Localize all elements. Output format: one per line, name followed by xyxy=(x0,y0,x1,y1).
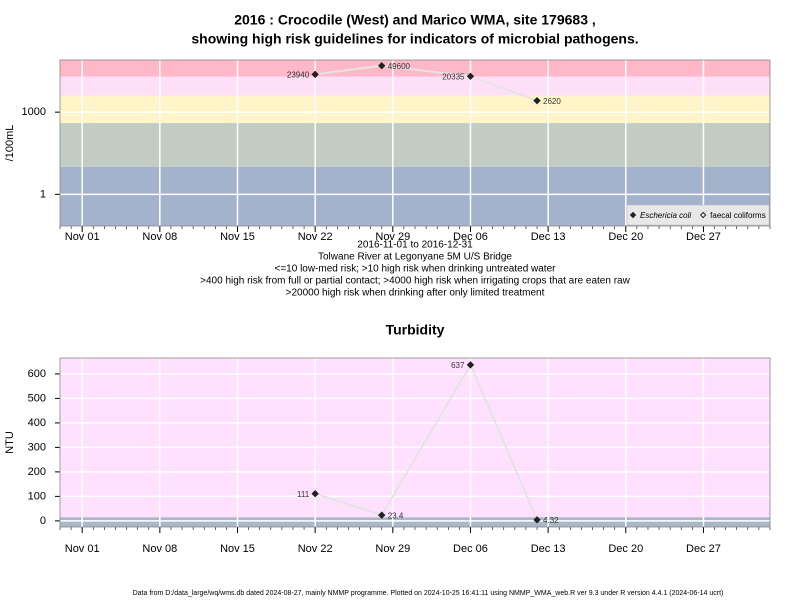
y-tick-label: 1000 xyxy=(22,106,46,118)
x-tick-label: Nov 22 xyxy=(298,231,333,243)
x-tick-label: Nov 29 xyxy=(375,231,410,243)
risk-band xyxy=(60,358,770,518)
risk-band xyxy=(60,123,770,167)
legend-marker xyxy=(629,211,637,219)
legend-label: Eschericia coli xyxy=(640,211,691,220)
data-point xyxy=(533,516,541,524)
x-tick-label: Dec 20 xyxy=(608,231,643,243)
data-point xyxy=(466,72,475,81)
note: <=10 low-med risk; >10 high risk when dr… xyxy=(275,264,557,275)
y-tick-label: 300 xyxy=(28,441,46,453)
y-tick-label: 1 xyxy=(40,188,46,200)
note: Tolwane River at Legonyane 5M U/S Bridge xyxy=(318,252,512,263)
data-point xyxy=(533,96,541,105)
value-label: 111 xyxy=(297,490,310,499)
x-tick-label: Nov 15 xyxy=(220,231,255,243)
series-line xyxy=(314,362,538,521)
x-tick-label: Dec 13 xyxy=(531,231,566,243)
note: >20000 high risk when drinking after onl… xyxy=(286,288,545,299)
y-tick-label: 500 xyxy=(28,392,46,404)
risk-band xyxy=(60,60,770,77)
y-tick-label: 100 xyxy=(28,490,46,502)
data-point xyxy=(378,511,386,519)
data-point xyxy=(466,361,475,369)
value-label: 23940 xyxy=(287,70,310,79)
x-tick-label: Dec 13 xyxy=(531,543,566,555)
note: 2016-11-01 to 2016-12-31 xyxy=(357,240,473,251)
x-tick-label: Nov 01 xyxy=(65,543,100,555)
legend-box xyxy=(626,204,770,226)
value-label: 23.4 xyxy=(388,511,404,520)
x-tick-label: Dec 06 xyxy=(453,543,488,555)
value-label: 49600 xyxy=(388,62,411,71)
x-tick-label: Nov 08 xyxy=(142,231,177,243)
chart-title: Turbidity xyxy=(386,322,445,338)
y-tick-label: 0 xyxy=(40,515,46,527)
x-tick-label: Dec 27 xyxy=(686,543,721,555)
x-tick-label: Nov 08 xyxy=(142,543,177,555)
plot-frame xyxy=(59,59,771,227)
value-label: 4.32 xyxy=(543,516,559,525)
legend-label: faecal coliforms xyxy=(710,211,766,220)
risk-band xyxy=(60,517,770,527)
x-tick-label: Nov 01 xyxy=(65,231,100,243)
value-label: 2620 xyxy=(543,97,561,106)
value-label: 637 xyxy=(451,361,465,370)
data-point xyxy=(311,489,319,498)
note: >400 high risk from full or partial cont… xyxy=(200,276,630,287)
x-tick-label: Nov 15 xyxy=(220,543,255,555)
y-tick-label: 200 xyxy=(28,466,46,478)
y-axis-label: NTU xyxy=(4,431,16,454)
y-axis-label: /100mL xyxy=(4,125,16,162)
chart-title: 2016 : Crocodile (West) and Marico WMA, … xyxy=(234,12,596,28)
data-point xyxy=(378,61,386,70)
series-line xyxy=(315,64,538,102)
value-label: 20335 xyxy=(442,72,465,81)
plot-frame xyxy=(59,357,771,528)
y-tick-label: 600 xyxy=(28,368,46,380)
x-tick-label: Nov 29 xyxy=(375,543,410,555)
y-tick-label: 400 xyxy=(28,417,46,429)
x-tick-label: Dec 20 xyxy=(608,543,643,555)
chart-title: showing high risk guidelines for indicat… xyxy=(191,31,638,47)
x-tick-label: Dec 06 xyxy=(453,231,488,243)
footer: Data from D:/data_large/wq/wms.db dated … xyxy=(133,590,724,597)
risk-band xyxy=(60,95,770,124)
risk-band xyxy=(60,76,770,96)
legend-marker xyxy=(699,211,707,219)
data-point xyxy=(311,70,319,79)
x-tick-label: Nov 22 xyxy=(298,543,333,555)
x-tick-label: Dec 27 xyxy=(686,231,721,243)
